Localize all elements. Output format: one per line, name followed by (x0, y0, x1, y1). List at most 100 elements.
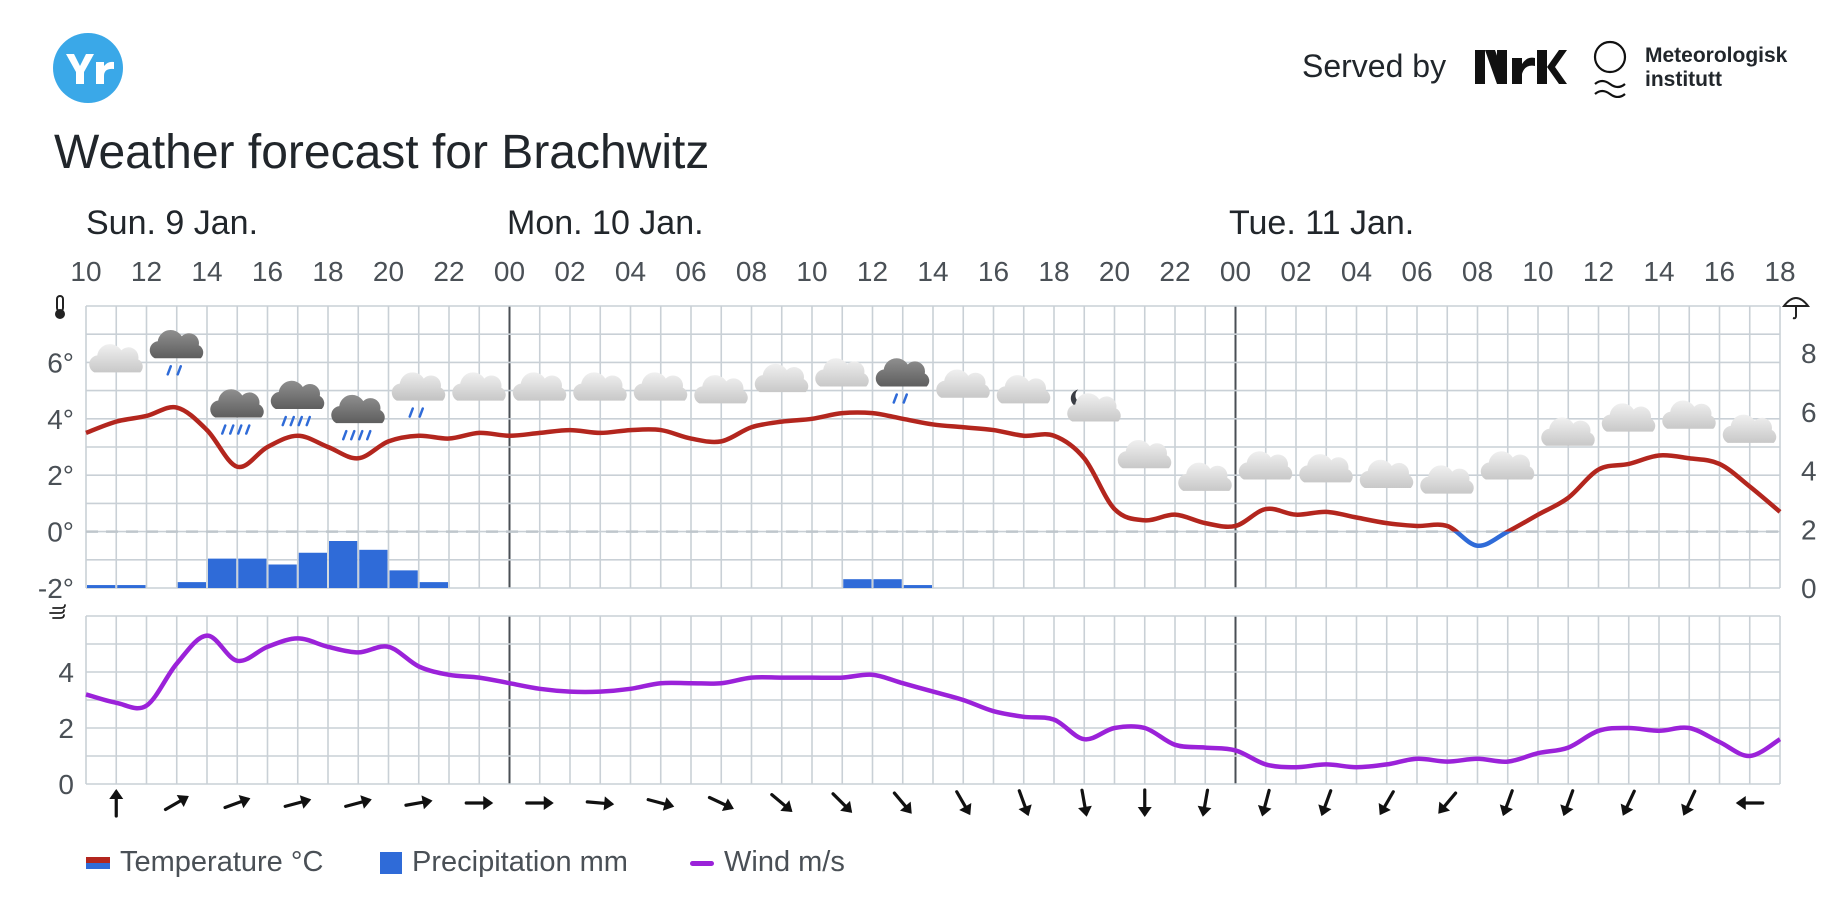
wind-arrow-head (1560, 804, 1574, 817)
precipitation-tick-label: 8 (1801, 338, 1817, 369)
umbrella-icon (1781, 297, 1811, 320)
wind-arrow (525, 796, 554, 810)
wind-grid (85, 615, 1781, 785)
temperature-tick-label: 4° (47, 404, 74, 435)
precip-bar (177, 582, 206, 588)
cloud-shape (89, 344, 143, 373)
cloud-shape (1420, 465, 1474, 494)
hour-label: 18 (1764, 256, 1795, 287)
hour-label: 16 (252, 256, 283, 287)
wind-line (85, 633, 1782, 770)
day-label-mon: Mon. 10 Jan. (507, 204, 704, 242)
wind-arrow (585, 796, 615, 811)
wind-stroke (52, 604, 66, 609)
wind-arrow-head (1499, 804, 1513, 817)
precipitation-tick-label: 4 (1801, 456, 1817, 487)
cloud-shape (633, 372, 688, 401)
cloudy-icon (573, 372, 627, 401)
wind-arrow-head (238, 795, 251, 809)
wind-arrow-head (1318, 804, 1332, 817)
cloud-shape (1359, 459, 1414, 489)
legend-precip-label: Precipitation mm (412, 846, 628, 878)
cloudy-icon (815, 358, 869, 387)
raindrop (418, 407, 424, 418)
wind-arrow-head (1681, 803, 1694, 816)
wind-arrow-head (483, 796, 494, 810)
hour-label: 10 (796, 256, 827, 287)
temperature-line-cold (1452, 531, 1513, 548)
wind-arrow (1499, 789, 1514, 817)
wind-line-path (85, 633, 1782, 770)
wind-arrow (1078, 788, 1092, 817)
wind-arrow (1438, 791, 1458, 814)
hour-label: 20 (373, 256, 404, 287)
raindrop (229, 424, 235, 435)
raindrop (289, 415, 295, 427)
hour-label: 08 (1462, 256, 1493, 287)
wind-arrow-head (780, 800, 793, 812)
wind-arrow-head (1078, 805, 1092, 817)
wind-arrow (1257, 788, 1272, 817)
wind-arrow-head (1257, 805, 1272, 817)
legend-precip-swatch (380, 852, 402, 875)
hour-label: 10 (70, 256, 101, 287)
met-institute-name[interactable]: Meteorologisk institutt (1645, 44, 1787, 92)
temperature-line-warm (85, 404, 1782, 532)
cloudy-icon (1117, 440, 1172, 469)
hour-label: 02 (1280, 256, 1311, 287)
hour-label: 06 (675, 256, 706, 287)
legend-temp-swatch (86, 857, 110, 870)
cloud-shape (1238, 451, 1293, 480)
precip-bar (359, 549, 388, 588)
precipitation-tick-label: 6 (1801, 397, 1817, 428)
wind-arrow-head (1438, 801, 1451, 814)
hour-label: 14 (917, 256, 948, 287)
cloudy-icon (936, 369, 990, 398)
cloud-shape (815, 358, 869, 387)
raindrop (281, 415, 287, 427)
cloud-shape (1722, 414, 1777, 443)
raindrop (358, 429, 364, 441)
cloud-shape (1662, 400, 1716, 429)
served-by-label: Served by (1302, 48, 1447, 84)
cloudy-icon (1722, 414, 1777, 443)
cloudy-icon (512, 372, 567, 401)
thermometer-tube (56, 295, 64, 312)
precip-bar (843, 579, 872, 588)
wind-tick-label: 2 (58, 713, 74, 744)
cloud-shape (1178, 462, 1232, 491)
nrk-logo[interactable] (1475, 50, 1567, 84)
wind-tick-label: 4 (58, 657, 74, 688)
met-logo-icon (1593, 40, 1627, 98)
wind-arrow (1735, 796, 1765, 810)
hour-label: 12 (1583, 256, 1614, 287)
raindrop (408, 407, 414, 418)
cloudy-icon (1480, 451, 1535, 480)
cloudy-icon (89, 344, 143, 373)
temperature-line (85, 404, 1782, 548)
yr-logo[interactable] (52, 32, 124, 104)
precipitation-tick-label: 2 (1801, 514, 1817, 545)
cloud-shape (1299, 454, 1353, 483)
raindrop (176, 365, 182, 376)
wind-arrow (1681, 789, 1697, 816)
cloud-shape (452, 372, 506, 401)
wind-direction-arrows (109, 788, 1765, 818)
precipitation-bars (87, 541, 932, 588)
rain-icon (270, 380, 325, 427)
temperature-tick-label: 0° (47, 517, 74, 548)
cloud-shape (512, 372, 567, 401)
raindrop (892, 393, 898, 404)
hour-label: 02 (554, 256, 585, 287)
wind-arrow (404, 795, 433, 810)
raindrop (166, 365, 172, 376)
wind-arrow (1017, 789, 1032, 817)
wind-arrow (223, 795, 251, 810)
light-rain-icon (391, 372, 446, 418)
cloudy-icon (1238, 451, 1293, 480)
rain-icon (331, 394, 385, 441)
cloudy-icon (754, 363, 809, 393)
cloud-shape (331, 394, 385, 424)
hour-label: 06 (1401, 256, 1432, 287)
hour-label: 08 (736, 256, 767, 287)
